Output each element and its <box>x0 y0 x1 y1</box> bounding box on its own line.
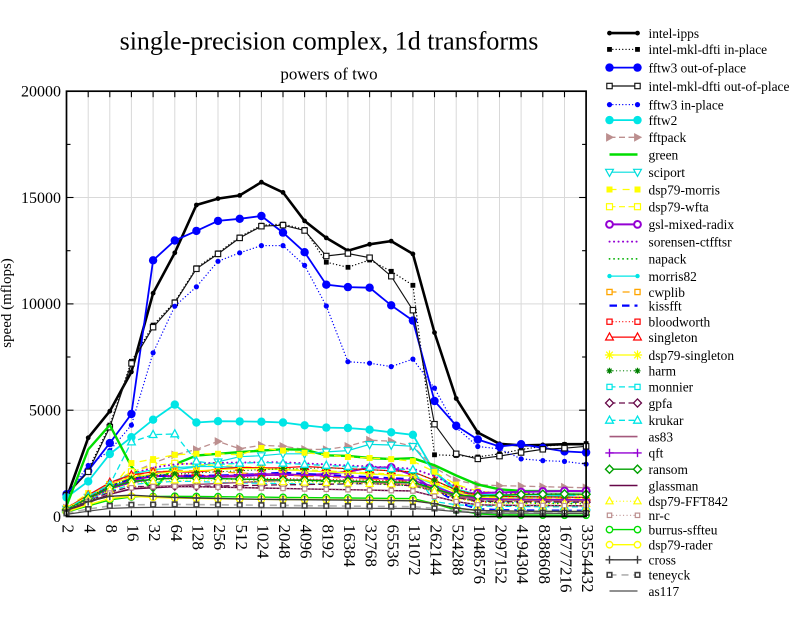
svg-text:33554432: 33554432 <box>578 525 597 593</box>
svg-text:fftpack: fftpack <box>649 130 687 145</box>
svg-text:0: 0 <box>53 509 61 526</box>
svg-text:singleton: singleton <box>649 330 698 345</box>
svg-text:powers of two: powers of two <box>280 65 377 84</box>
svg-text:fftw3 out-of-place: fftw3 out-of-place <box>649 60 747 75</box>
svg-text:dsp79-wfta: dsp79-wfta <box>649 200 709 215</box>
svg-text:burrus-sffteu: burrus-sffteu <box>649 522 718 537</box>
svg-text:cwplib: cwplib <box>649 285 686 300</box>
svg-text:teneyck: teneyck <box>649 568 691 583</box>
svg-text:128: 128 <box>188 525 207 551</box>
svg-text:4096: 4096 <box>297 525 316 559</box>
svg-text:1048576: 1048576 <box>470 525 489 585</box>
svg-text:harm: harm <box>649 364 677 379</box>
svg-text:5000: 5000 <box>29 403 61 420</box>
svg-text:512: 512 <box>232 525 251 551</box>
svg-text:ransom: ransom <box>649 462 689 477</box>
svg-text:kissfft: kissfft <box>649 298 683 313</box>
svg-text:16384: 16384 <box>340 525 359 568</box>
svg-text:dsp79-FFT842: dsp79-FFT842 <box>649 494 729 509</box>
svg-text:65536: 65536 <box>383 525 402 568</box>
svg-text:524288: 524288 <box>448 525 467 576</box>
svg-text:single-precision complex, 1d t: single-precision complex, 1d transforms <box>120 27 539 56</box>
svg-text:sciport: sciport <box>649 165 686 180</box>
svg-text:fftw2: fftw2 <box>649 113 678 128</box>
svg-text:glassman: glassman <box>649 478 699 493</box>
svg-text:napack: napack <box>649 252 687 267</box>
svg-text:16: 16 <box>123 525 142 542</box>
svg-text:monnier: monnier <box>649 380 694 395</box>
svg-text:intel-mkl-dfti in-place: intel-mkl-dfti in-place <box>649 42 768 57</box>
svg-text:2: 2 <box>59 525 78 534</box>
svg-text:10000: 10000 <box>21 296 61 313</box>
svg-text:morris82: morris82 <box>649 269 697 284</box>
svg-text:dsp79-morris: dsp79-morris <box>649 182 720 197</box>
svg-text:gpfa: gpfa <box>649 396 673 411</box>
svg-text:32768: 32768 <box>362 525 381 568</box>
svg-text:32: 32 <box>145 525 164 542</box>
svg-text:2048: 2048 <box>275 525 294 559</box>
svg-text:256: 256 <box>210 525 229 551</box>
svg-text:64: 64 <box>167 525 186 543</box>
svg-text:4: 4 <box>80 525 99 534</box>
svg-text:bloodworth: bloodworth <box>649 315 711 330</box>
svg-text:cross: cross <box>649 553 677 568</box>
svg-text:dsp79-singleton: dsp79-singleton <box>649 348 735 363</box>
svg-text:intel-mkl-dfti out-of-place: intel-mkl-dfti out-of-place <box>649 79 790 94</box>
svg-text:8: 8 <box>102 525 121 534</box>
svg-text:15000: 15000 <box>21 190 61 207</box>
svg-text:131072: 131072 <box>405 525 424 576</box>
svg-text:sorensen-ctfftsr: sorensen-ctfftsr <box>649 234 733 249</box>
svg-text:1024: 1024 <box>253 525 272 560</box>
svg-text:20000: 20000 <box>21 84 61 101</box>
svg-text:8388608: 8388608 <box>535 525 554 585</box>
svg-text:nr-c: nr-c <box>649 508 670 523</box>
svg-text:2097152: 2097152 <box>492 525 511 585</box>
svg-text:speed (mflops): speed (mflops) <box>0 258 15 348</box>
svg-text:intel-ipps: intel-ipps <box>649 26 700 41</box>
svg-text:16777216: 16777216 <box>557 525 576 593</box>
svg-text:qft: qft <box>649 446 664 461</box>
svg-text:262144: 262144 <box>427 525 446 577</box>
svg-text:as83: as83 <box>649 429 674 444</box>
svg-text:dsp79-rader: dsp79-rader <box>649 538 713 553</box>
svg-text:fftw3 in-place: fftw3 in-place <box>649 97 724 112</box>
svg-text:as117: as117 <box>649 584 680 599</box>
svg-text:8192: 8192 <box>318 525 337 559</box>
svg-text:4194304: 4194304 <box>513 525 532 585</box>
svg-text:gsl-mixed-radix: gsl-mixed-radix <box>649 217 735 232</box>
svg-text:green: green <box>649 147 679 162</box>
svg-text:krukar: krukar <box>649 413 684 428</box>
